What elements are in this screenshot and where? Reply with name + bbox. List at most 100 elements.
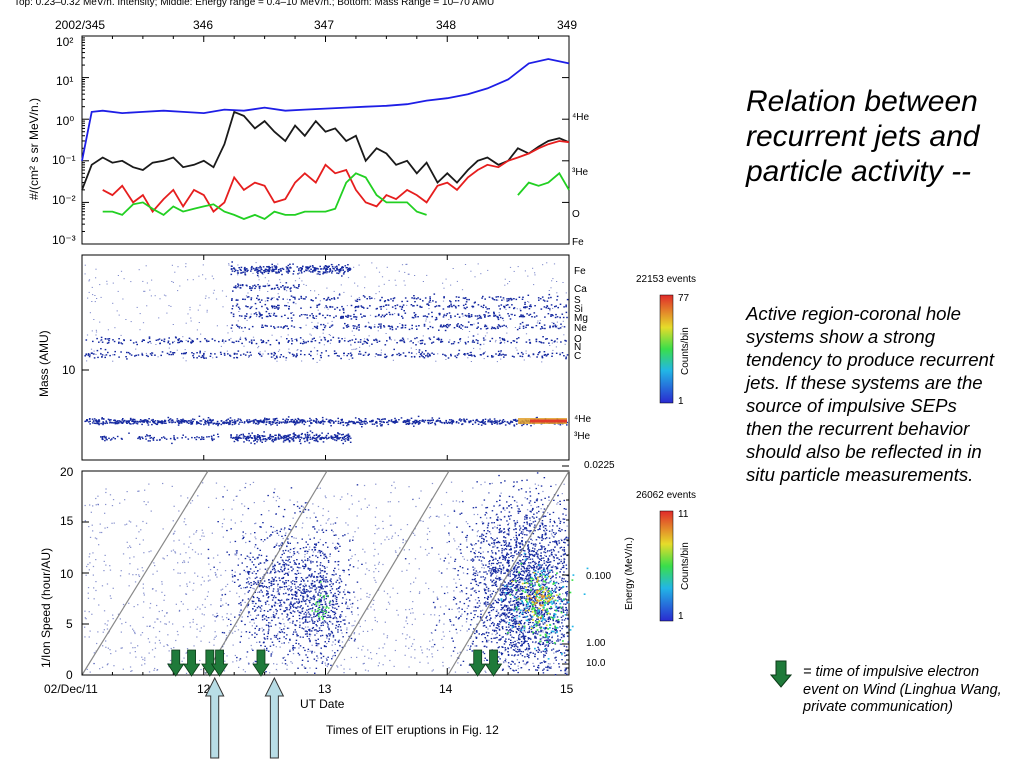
speed-point [278,505,280,508]
mass-point-sparse [187,313,189,315]
mass-point [344,270,346,273]
mass-point [286,421,289,424]
mass-point-sparse [326,287,328,289]
mass-point [315,421,317,424]
speed-point-sparse [222,536,224,538]
mass-point [424,315,426,317]
mass-point [335,352,338,354]
speed-point-sparse [544,549,546,551]
mass-point [565,305,567,308]
mass-point-sparse [222,306,224,308]
speed-point-sparse [455,500,458,502]
mass-point [278,422,280,424]
mass-point [538,352,540,354]
mass-point [546,338,548,340]
mass-point [464,297,467,299]
speed-point-sparse [155,590,157,592]
mass-point [253,437,256,439]
speed-point-sparse [391,537,393,539]
speed-point [286,556,289,558]
mass-point [290,437,292,439]
mass-point [470,354,473,356]
mass-point [392,421,395,424]
mass-point [378,354,380,356]
mass-point [192,418,194,420]
mass-point [371,343,373,345]
mass-point [325,350,327,352]
speed-point [301,559,303,561]
speed-point-sparse [199,539,201,541]
mass-point [411,297,413,299]
speed-point-sparse [330,621,332,623]
speed-point-sparse [220,598,222,600]
mass-point [522,296,524,298]
speed-point-sparse [197,495,199,497]
mass-point [188,337,191,339]
mass-point-sparse [378,324,380,325]
speed-point-sparse [453,578,455,580]
speed-point-sparse [336,618,338,620]
mass-point [347,340,350,343]
mass-point [107,341,110,344]
speed-point-sparse [373,542,375,544]
mass-point [245,315,248,317]
mass-point-sparse [262,353,264,355]
speed-point-sparse [374,564,376,566]
mass-point [480,328,482,330]
mass-point [378,314,380,317]
mass-point [380,305,383,308]
mass-point [100,422,102,425]
mass-point-sparse [404,271,406,273]
mass-point [484,421,486,423]
mass-point-sparse [288,348,290,350]
mass-point-sparse [305,284,307,286]
speed-point-sparse [312,551,315,553]
mass-point [449,315,452,317]
speed-point-sparse [409,636,411,638]
mass-point-sparse [286,290,288,292]
mass-point [500,350,502,352]
speed-point-sparse [140,529,142,531]
mass-point [498,314,501,316]
mass-point [274,268,276,271]
mass-point [239,421,241,423]
speed-point-sparse [277,585,279,587]
speed-point-sparse [214,636,216,638]
speed-point-sparse [304,626,307,628]
mass-point [235,299,238,301]
mass-point [487,419,490,421]
speed-point-sparse [380,543,382,545]
mass-point-sparse [213,289,215,291]
mass-point [406,420,409,423]
mass-point [495,353,497,355]
mass-point [293,434,296,436]
speed-point-sparse [273,563,276,565]
speed-point [272,614,275,616]
speed-point-sparse [98,544,100,546]
mass-point [287,434,290,436]
speed-point [306,633,308,635]
top-tick-348: 348 [436,18,456,32]
mass-point [480,317,483,319]
speed-point-sparse [143,601,145,603]
mass-point [114,438,116,440]
mass-point [242,298,244,300]
mass-point-sparse [202,274,204,276]
mass-point-sparse [542,264,544,266]
mass-point [250,267,253,269]
mass-point [493,418,496,420]
mass-point [150,354,153,356]
mass-point [530,425,532,427]
mass-point-sparse [144,290,146,292]
mass-point [330,437,333,440]
speed-point-sparse [89,553,91,555]
speed-point-sparse [164,594,166,596]
speed-point-sparse [429,507,431,509]
mass-point-sparse [495,339,497,341]
speed-point-sparse [126,491,128,493]
mass-point [465,301,468,303]
mass-point [339,268,341,271]
mass-point [503,339,506,342]
mass-point [312,315,314,317]
speed-point-sparse [332,654,334,657]
